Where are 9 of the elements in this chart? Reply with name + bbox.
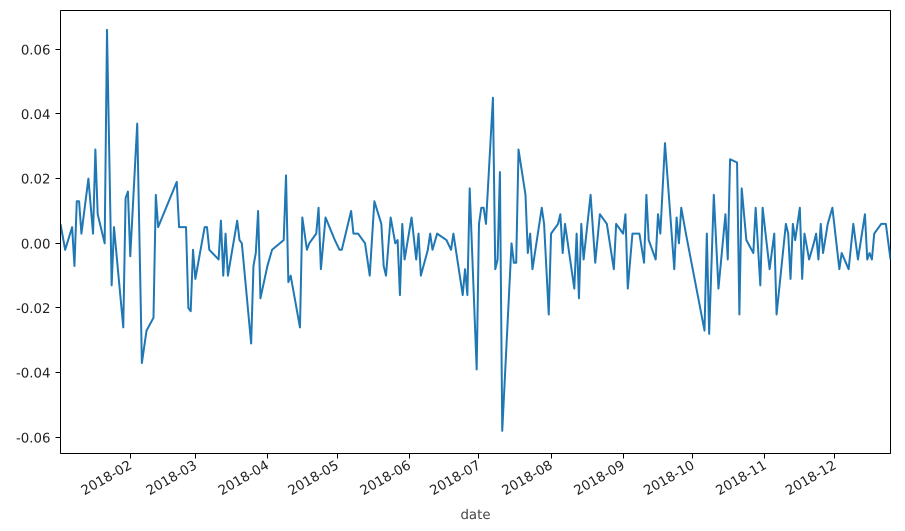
y-tick-label: 0.04 <box>20 108 51 123</box>
y-tick-label: 0.06 <box>20 43 51 58</box>
y-tick-label: 0.00 <box>20 237 51 252</box>
y-tick-label: -0.02 <box>16 302 51 317</box>
y-tick-label: 0.02 <box>20 172 51 188</box>
line-series <box>60 28 890 432</box>
x-axis-title: date <box>460 508 491 523</box>
y-tick-label: -0.04 <box>16 366 51 382</box>
y-tick-label: -0.06 <box>16 431 51 446</box>
